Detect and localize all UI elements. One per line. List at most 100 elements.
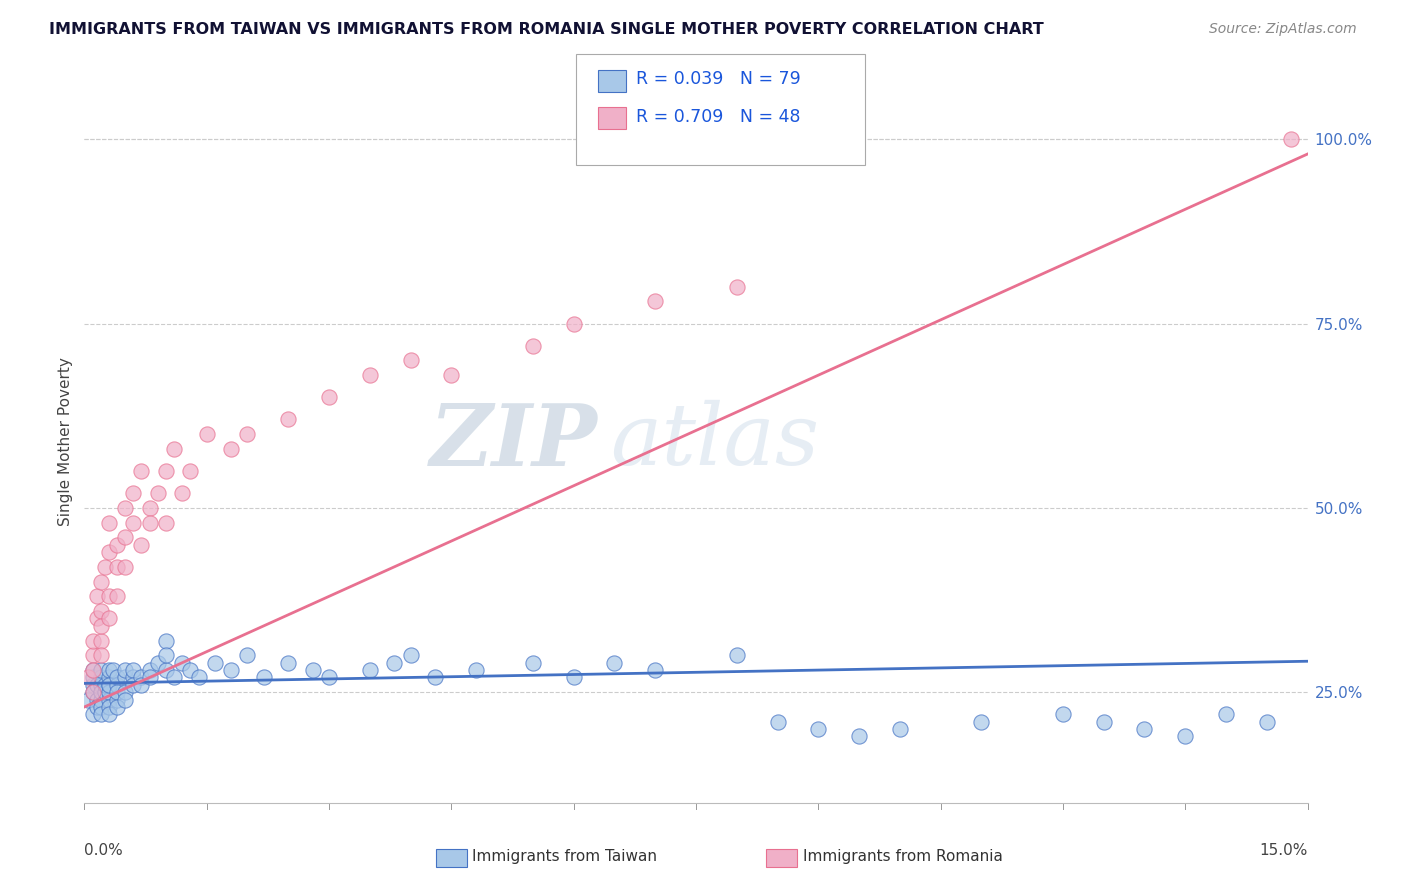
Point — [131, 678, 153, 692]
Point — [562, 670, 585, 684]
Point — [146, 486, 169, 500]
Point — [1215, 707, 1237, 722]
Point — [82, 663, 104, 677]
Point — [131, 670, 153, 684]
Point — [90, 707, 112, 722]
Point — [236, 427, 259, 442]
Point — [122, 486, 145, 500]
Text: R = 0.709   N = 48: R = 0.709 N = 48 — [636, 108, 800, 126]
Point — [97, 685, 120, 699]
Point — [399, 648, 422, 663]
Point — [195, 427, 218, 442]
Point — [423, 670, 446, 684]
Point — [122, 678, 145, 692]
Point — [101, 663, 124, 677]
Point — [97, 663, 120, 677]
Point — [179, 464, 201, 478]
Point — [114, 692, 136, 706]
Point — [1133, 722, 1156, 736]
Point — [204, 656, 226, 670]
Text: 0.0%: 0.0% — [84, 843, 124, 858]
Point — [105, 685, 128, 699]
Point — [155, 663, 177, 677]
Point — [644, 663, 666, 677]
Point — [90, 678, 112, 692]
Point — [90, 685, 112, 699]
Point — [90, 574, 112, 589]
Text: ZIP: ZIP — [430, 400, 598, 483]
Point — [219, 663, 242, 677]
Point — [522, 656, 544, 670]
Point — [82, 685, 104, 699]
Point — [93, 685, 115, 699]
Point — [399, 353, 422, 368]
Point — [522, 339, 544, 353]
Point — [77, 670, 100, 684]
Point — [644, 294, 666, 309]
Point — [1279, 132, 1302, 146]
Point — [359, 368, 381, 383]
Point — [277, 656, 299, 670]
Point — [138, 670, 160, 684]
Point — [155, 464, 177, 478]
Point — [114, 530, 136, 544]
Point — [97, 545, 120, 559]
Point — [86, 692, 108, 706]
Point — [138, 663, 160, 677]
Point — [97, 670, 120, 684]
Text: Immigrants from Romania: Immigrants from Romania — [803, 849, 1002, 863]
Point — [807, 722, 830, 736]
Text: atlas: atlas — [610, 401, 820, 483]
Point — [105, 560, 128, 574]
Point — [82, 707, 104, 722]
Point — [114, 685, 136, 699]
Point — [155, 648, 177, 663]
Point — [382, 656, 405, 670]
Point — [163, 670, 186, 684]
Point — [105, 692, 128, 706]
Point — [187, 670, 209, 684]
Point — [86, 590, 108, 604]
Point — [105, 700, 128, 714]
Point — [105, 538, 128, 552]
Point — [77, 692, 100, 706]
Point — [86, 611, 108, 625]
Point — [1052, 707, 1074, 722]
Point — [93, 560, 115, 574]
Point — [359, 663, 381, 677]
Point — [122, 516, 145, 530]
Point — [86, 700, 108, 714]
Point — [97, 611, 120, 625]
Point — [114, 560, 136, 574]
Point — [93, 678, 115, 692]
Point — [105, 590, 128, 604]
Point — [172, 486, 194, 500]
Point — [155, 516, 177, 530]
Point — [236, 648, 259, 663]
Point — [155, 633, 177, 648]
Point — [277, 412, 299, 426]
Point — [105, 670, 128, 684]
Point — [725, 648, 748, 663]
Text: Immigrants from Taiwan: Immigrants from Taiwan — [472, 849, 658, 863]
Point — [138, 516, 160, 530]
Point — [138, 500, 160, 515]
Point — [131, 538, 153, 552]
Point — [1174, 730, 1197, 744]
Point — [90, 619, 112, 633]
Point — [440, 368, 463, 383]
Point — [219, 442, 242, 456]
Point — [97, 707, 120, 722]
Text: Source: ZipAtlas.com: Source: ZipAtlas.com — [1209, 22, 1357, 37]
Point — [1092, 714, 1115, 729]
Point — [131, 464, 153, 478]
Point — [90, 633, 112, 648]
Point — [86, 678, 108, 692]
Point — [97, 590, 120, 604]
Point — [1256, 714, 1278, 729]
Point — [603, 656, 626, 670]
Text: R = 0.039   N = 79: R = 0.039 N = 79 — [636, 70, 800, 88]
Point — [122, 663, 145, 677]
Point — [114, 670, 136, 684]
Point — [90, 670, 112, 684]
